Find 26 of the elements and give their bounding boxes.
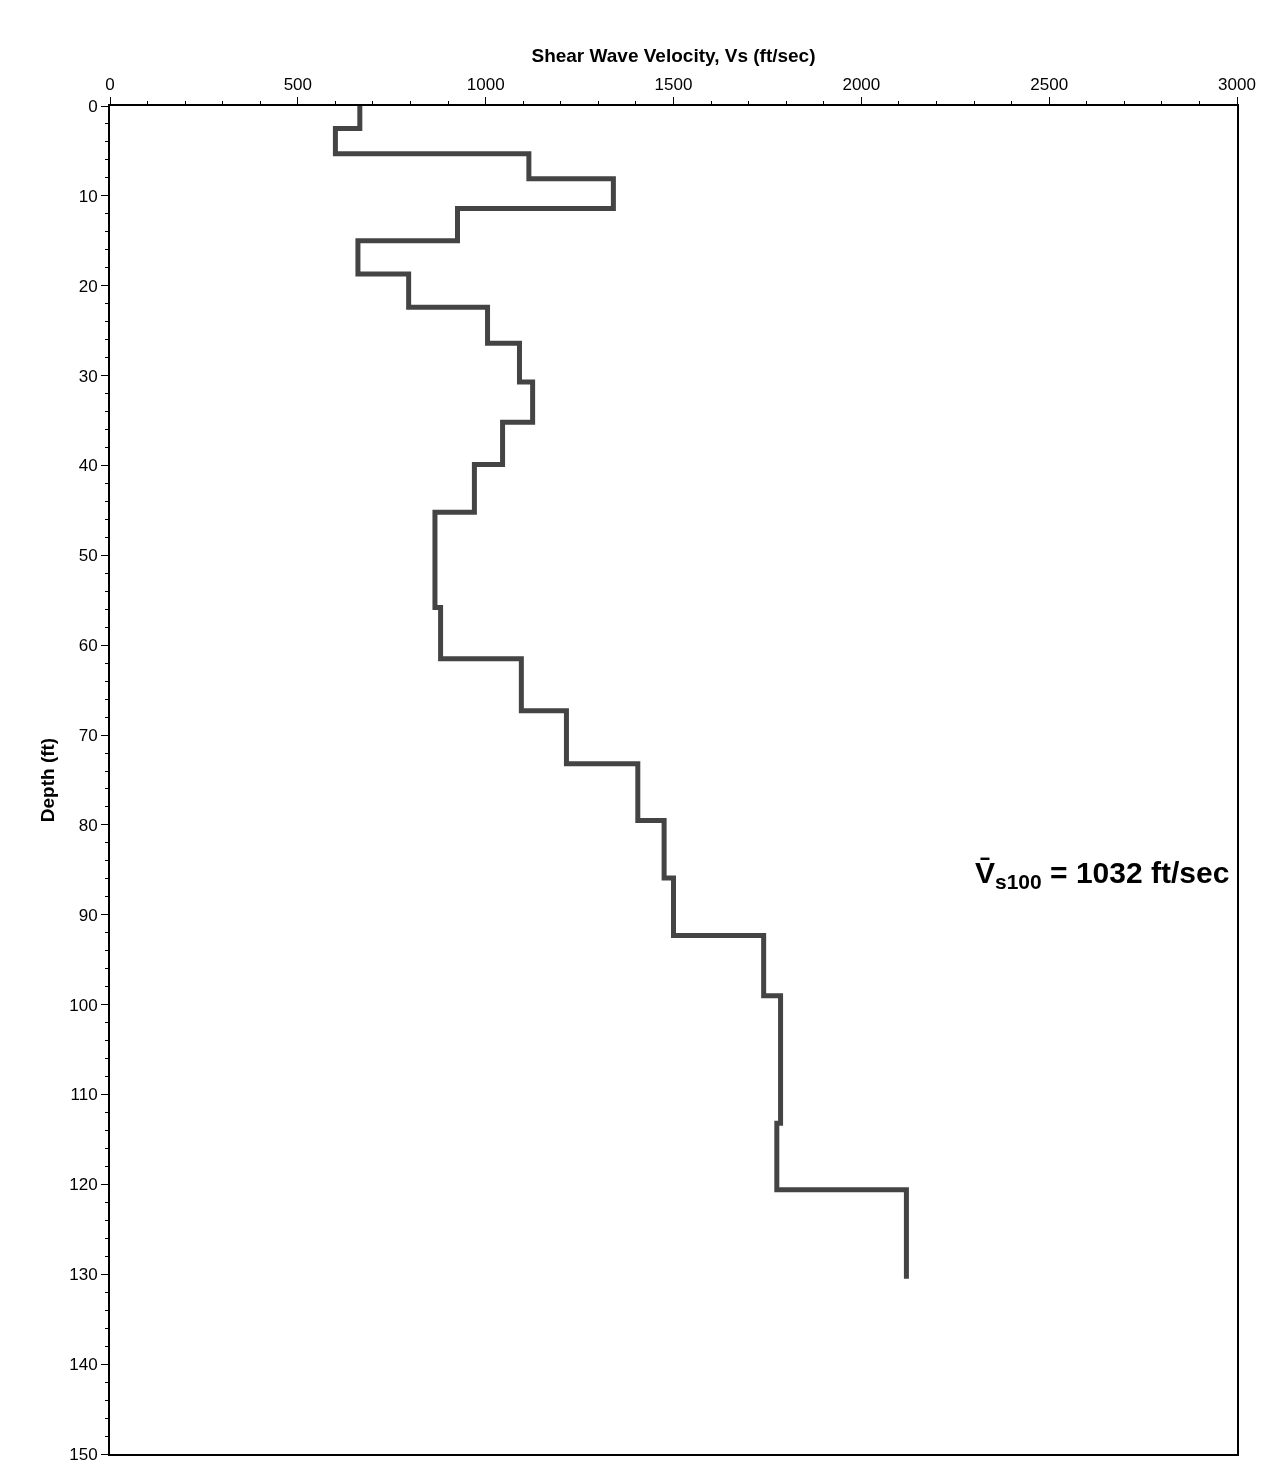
y-tick-label: 30 (78, 366, 98, 386)
annotation: V̄$_{s100}$ = 1032 ft/sec (975, 856, 1230, 894)
y-tick-label: 100 (69, 995, 98, 1015)
y-tick-label: 60 (78, 636, 98, 656)
y-tick-label: 70 (78, 726, 98, 746)
y-tick-label: 130 (69, 1265, 98, 1285)
x-tick-label: 1500 (654, 75, 693, 95)
x-tick-label: 1000 (466, 75, 505, 95)
y-tick-label: 140 (69, 1355, 98, 1375)
x-axis-title: Shear Wave Velocity, Vs (ft/sec) (531, 44, 816, 66)
y-tick-label: 10 (78, 186, 98, 206)
y-tick-label: 50 (78, 546, 98, 566)
y-tick-label: 120 (69, 1175, 98, 1195)
y-tick-label: 20 (78, 276, 98, 296)
y-tick-label: 150 (69, 1444, 98, 1464)
y-tick-label: 110 (70, 1085, 98, 1105)
y-tick-label: 80 (78, 815, 98, 835)
y-axis-title: Depth (ft) (36, 737, 58, 823)
x-tick-label: 500 (283, 75, 313, 95)
x-tick-label: 0 (105, 75, 115, 95)
y-tick-label: 0 (88, 96, 98, 116)
x-tick-label: 2000 (842, 75, 881, 95)
y-tick-label: 40 (78, 456, 98, 476)
y-tick-label: 90 (78, 905, 98, 925)
x-tick-label: 2500 (1030, 75, 1069, 95)
x-tick-label: 3000 (1218, 75, 1256, 95)
